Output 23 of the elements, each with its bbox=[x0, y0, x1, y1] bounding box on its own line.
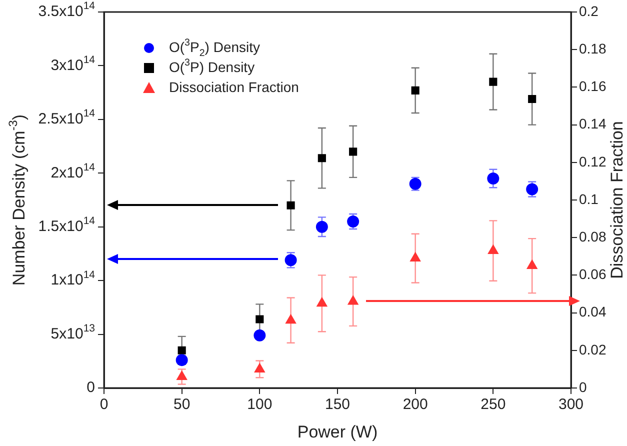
y2-tick-label: 0.08 bbox=[579, 228, 606, 244]
x-axis-title: Power (W) bbox=[297, 422, 378, 442]
y2-axis-title: Dissociation Fraction bbox=[608, 121, 627, 279]
y-tick-label: 0 bbox=[86, 379, 95, 396]
y2-tick-label: 0.18 bbox=[579, 40, 606, 56]
y2-tick-label: 0.2 bbox=[579, 2, 599, 19]
y2-tick-label: 0.12 bbox=[579, 153, 606, 170]
x-tick-label: 150 bbox=[324, 396, 350, 414]
x-tick-label: 100 bbox=[247, 396, 272, 414]
y2-tick-label: 0.1 bbox=[579, 190, 599, 207]
x-tick-label: 0 bbox=[100, 396, 108, 414]
x-tick-label: 200 bbox=[402, 396, 428, 414]
y2-tick-label: 0 bbox=[579, 378, 587, 395]
x-tick-label: 250 bbox=[480, 396, 506, 414]
y-axis-title: Number Density (cm-3) bbox=[6, 114, 29, 286]
legend-label: Dissociation Fraction bbox=[169, 78, 299, 95]
y2-tick-label: 0.04 bbox=[579, 304, 606, 320]
y2-tick-label: 0.16 bbox=[579, 78, 606, 94]
y2-tick-label: 0.02 bbox=[579, 341, 606, 358]
x-tick-label: 50 bbox=[173, 396, 190, 414]
y2-tick-label: 0.14 bbox=[579, 116, 606, 132]
y2-tick-label: 0.06 bbox=[579, 266, 606, 282]
x-tick-label: 300 bbox=[558, 396, 584, 414]
